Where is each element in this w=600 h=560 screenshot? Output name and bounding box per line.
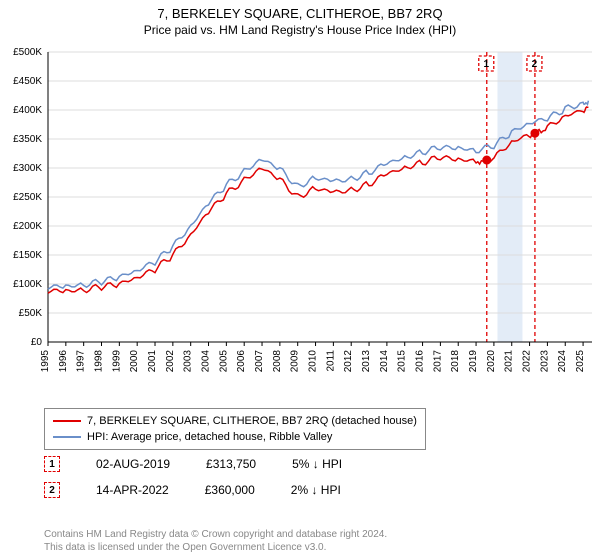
svg-text:2018: 2018 (450, 350, 461, 373)
svg-text:2004: 2004 (201, 350, 212, 373)
legend-row: 7, BERKELEY SQUARE, CLITHEROE, BB7 2RQ (… (53, 413, 417, 429)
svg-text:1997: 1997 (76, 350, 87, 373)
svg-text:2008: 2008 (272, 350, 283, 373)
legend-swatch (53, 436, 81, 438)
legend-label: 7, BERKELEY SQUARE, CLITHEROE, BB7 2RQ (… (87, 413, 417, 429)
svg-text:£250K: £250K (13, 192, 42, 203)
event-price: £313,750 (206, 457, 256, 471)
svg-text:2003: 2003 (183, 350, 194, 373)
svg-text:2021: 2021 (504, 350, 515, 373)
footer-line2: This data is licensed under the Open Gov… (44, 541, 387, 554)
svg-text:£300K: £300K (13, 163, 42, 174)
legend-label: HPI: Average price, detached house, Ribb… (87, 429, 332, 445)
event-row-2: 2 14-APR-2022 £360,000 2% ↓ HPI (44, 482, 341, 498)
svg-text:2022: 2022 (522, 350, 533, 373)
svg-text:£400K: £400K (13, 105, 42, 116)
legend-swatch (53, 420, 81, 422)
footer-line1: Contains HM Land Registry data © Crown c… (44, 528, 387, 541)
event-marker-1: 1 (44, 456, 60, 472)
svg-text:1: 1 (483, 59, 489, 70)
event-delta: 2% ↓ HPI (291, 483, 341, 497)
svg-text:£50K: £50K (19, 308, 43, 319)
svg-text:2020: 2020 (486, 350, 497, 373)
legend: 7, BERKELEY SQUARE, CLITHEROE, BB7 2RQ (… (44, 408, 426, 450)
event-marker-2: 2 (44, 482, 60, 498)
svg-text:2015: 2015 (397, 350, 408, 373)
svg-text:2025: 2025 (575, 350, 586, 373)
svg-text:2001: 2001 (147, 350, 158, 373)
event-date: 02-AUG-2019 (96, 457, 170, 471)
svg-text:£500K: £500K (13, 47, 42, 58)
svg-text:2014: 2014 (379, 350, 390, 373)
svg-text:2016: 2016 (415, 350, 426, 373)
legend-row: HPI: Average price, detached house, Ribb… (53, 429, 417, 445)
event-date: 14-APR-2022 (96, 483, 169, 497)
svg-text:2010: 2010 (308, 350, 319, 373)
svg-text:£450K: £450K (13, 76, 42, 87)
chart-title: 7, BERKELEY SQUARE, CLITHEROE, BB7 2RQ (0, 0, 600, 21)
price-chart: £0 £50K £100K £150K £200K £250K £300K £350K £400… (0, 44, 600, 402)
svg-text:2002: 2002 (165, 350, 176, 373)
svg-text:2023: 2023 (539, 350, 550, 373)
chart-subtitle: Price paid vs. HM Land Registry's House … (0, 21, 600, 41)
svg-text:£350K: £350K (13, 134, 42, 145)
svg-text:£150K: £150K (13, 250, 42, 261)
svg-text:2024: 2024 (557, 350, 568, 373)
svg-text:1996: 1996 (58, 350, 69, 373)
svg-text:2006: 2006 (236, 350, 247, 373)
svg-text:1999: 1999 (111, 350, 122, 373)
svg-text:2017: 2017 (432, 350, 443, 373)
svg-text:2: 2 (532, 59, 538, 70)
svg-text:2009: 2009 (290, 350, 301, 373)
event-row-1: 1 02-AUG-2019 £313,750 5% ↓ HPI (44, 456, 342, 472)
svg-text:2007: 2007 (254, 350, 265, 373)
event-price: £360,000 (205, 483, 255, 497)
svg-text:2013: 2013 (361, 350, 372, 373)
svg-text:2011: 2011 (325, 350, 336, 372)
svg-text:1998: 1998 (94, 350, 105, 373)
footer: Contains HM Land Registry data © Crown c… (44, 528, 387, 554)
svg-text:£0: £0 (31, 337, 43, 348)
svg-text:2012: 2012 (343, 350, 354, 373)
event-delta: 5% ↓ HPI (292, 457, 342, 471)
svg-text:2000: 2000 (129, 350, 140, 373)
svg-text:£200K: £200K (13, 221, 42, 232)
svg-text:1995: 1995 (40, 350, 51, 373)
svg-text:£100K: £100K (13, 279, 42, 290)
svg-text:2019: 2019 (468, 350, 479, 373)
svg-text:2005: 2005 (218, 350, 229, 373)
